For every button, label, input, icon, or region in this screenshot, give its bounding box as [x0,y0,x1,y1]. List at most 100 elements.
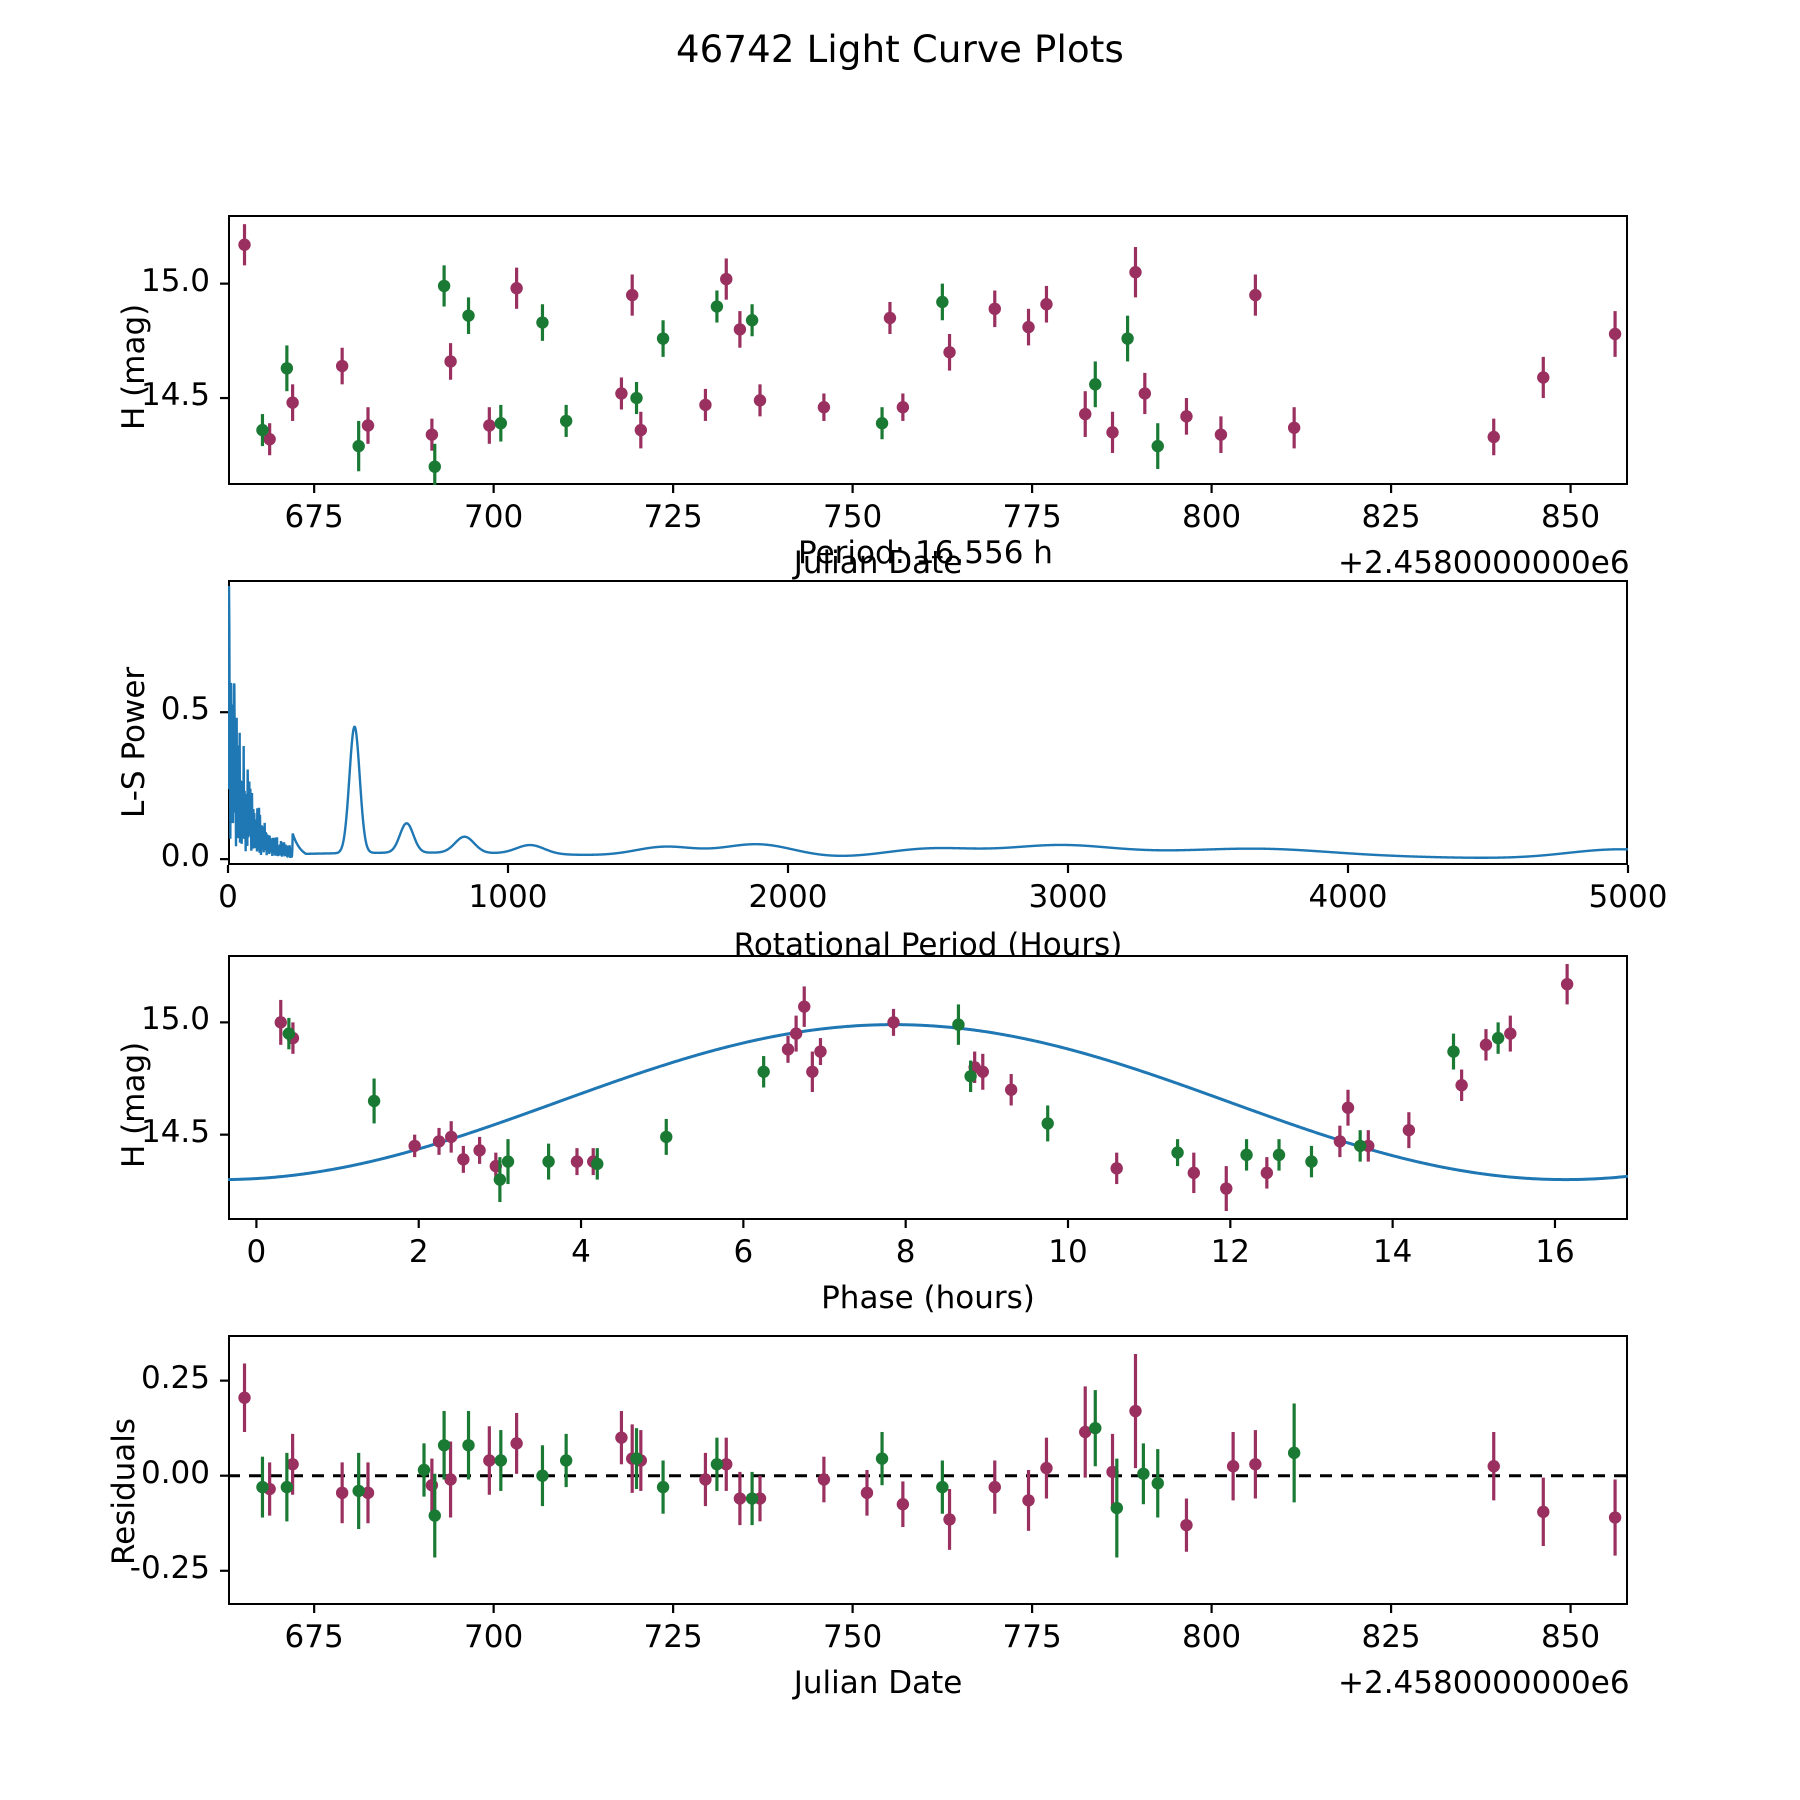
lightcurve-datapoint [875,407,889,440]
lightcurve-datapoint [626,274,639,316]
lightcurve-datapoint [444,343,457,380]
residuals-datapoint [710,1437,724,1491]
phased-datapoint [1447,1033,1460,1070]
residuals-xtick: 800 [1181,1619,1242,1655]
phased-ytick: 15.0 [140,1001,210,1038]
phased-datapoint [964,1060,977,1092]
residuals-datapoint [361,1462,375,1524]
lightcurve-datapoint [1022,308,1035,346]
phased-datapoint [887,1008,900,1036]
residuals-datapoint [1226,1431,1240,1501]
residuals-datapoint [1022,1470,1035,1531]
phased-datapoint [444,1121,458,1153]
phased-xtick: 10 [1048,1234,1088,1270]
phased-xtick: 12 [1210,1234,1251,1270]
lightcurve-datapoint [1040,285,1053,323]
residuals-datapoint [1079,1386,1092,1478]
phased-datapoint [1004,1074,1018,1106]
phased-datapoint [1455,1069,1468,1101]
phased-xtick: 4 [571,1234,591,1270]
phased-datapoint [1333,1125,1347,1158]
residuals-datapoint [1608,1479,1622,1556]
lightcurve-datapoint [263,423,276,456]
residuals-datapoint [483,1426,496,1495]
residuals-datapoint [875,1431,889,1486]
residuals-datapoint [286,1433,299,1495]
phased-datapoint [274,999,287,1045]
residuals-datapoint [536,1445,549,1507]
lightcurve-ytick: 14.5 [140,377,210,414]
lightcurve-xtick: 700 [464,499,524,535]
residuals-xtick: 725 [643,1619,703,1655]
lightcurve-datapoint [559,404,573,437]
residuals-xtick: 825 [1361,1619,1421,1655]
phased-datapoint [781,1035,795,1063]
residuals-datapoint [428,1473,441,1558]
periodogram-ytick: 0.0 [160,838,210,875]
residuals-datapoint [745,1471,759,1526]
phased-datapoint [1110,1152,1123,1185]
residuals-datapoint [817,1456,831,1503]
residuals-datapoint [494,1430,508,1491]
phased-datapoint [1187,1152,1200,1194]
lightcurve-datapoint [536,304,549,341]
residuals-datapoint [1040,1437,1053,1499]
phased-datapoint [1402,1112,1416,1149]
lightcurve-datapoint [883,301,897,334]
lightcurve-datapoint [720,258,733,300]
lightcurve-datapoint [656,320,670,357]
phased-xtick: 14 [1372,1234,1413,1270]
lightcurve-datapoint [1180,398,1193,435]
residuals-xtick: 775 [1002,1619,1062,1655]
residuals-datapoint [1180,1498,1193,1552]
phased-datapoint [806,1051,819,1092]
lightcurve-datapoint [361,407,375,444]
phased-datapoint [542,1143,555,1180]
lightcurve-xtick: 675 [284,499,344,535]
lightcurve-xtick: 775 [1002,499,1062,535]
lightcurve-x-axis-label: Julian Date [793,545,963,581]
residuals-x-axis-label: Julian Date [793,1665,963,1701]
phased-datapoint [798,986,811,1027]
phased-datapoint [1479,1029,1493,1061]
lightcurve-datapoint [1608,311,1622,357]
phased-datapoint [501,1139,515,1185]
phased-datapoint [814,1038,827,1066]
lightcurve-xtick: 850 [1540,499,1601,535]
lightcurve-datapoint [1487,418,1500,456]
phased-datapoint [432,1127,446,1155]
phased-datapoint [660,1118,673,1155]
phased-xtick: 8 [895,1234,916,1270]
lightcurve-datapoint [494,404,508,442]
residuals-datapoint [1151,1449,1164,1518]
lightcurve-datapoint [483,407,496,444]
residuals-datapoint [510,1412,523,1474]
lightcurve-datapoint [428,443,441,485]
lightcurve-datapoint [699,388,712,421]
periodogram-curve [228,586,1628,859]
residuals-datapoint [280,1452,294,1522]
phased-datapoint [757,1056,770,1088]
residuals-xtick: 675 [284,1619,344,1655]
lightcurve-xtick: 750 [823,499,883,535]
residuals-datapoint [733,1471,747,1526]
phased-datapoint [1491,1022,1505,1054]
residuals-ytick: 0.00 [140,1454,210,1491]
lightcurve-datapoint [1287,407,1301,449]
lightcurve-datapoint [1151,423,1164,469]
figure-title: 46742 Light Curve Plots [675,28,1125,71]
lightcurve-datapoint [510,267,523,309]
lightcurve-datapoint [1079,391,1092,437]
residuals-datapoint [699,1452,712,1507]
phased-datapoint [952,1004,965,1045]
lightcurve-datapoint [753,384,767,417]
lightcurve-datapoint [943,333,956,371]
phased-datapoint [1260,1157,1274,1189]
residuals-datapoint [720,1437,733,1491]
residuals-datapoint [1287,1403,1301,1503]
phased-datapoint [1353,1130,1367,1162]
lightcurve-datapoint [1537,356,1550,399]
residuals-x-axis-offset: +2.4580000000e6 [1338,1665,1630,1701]
